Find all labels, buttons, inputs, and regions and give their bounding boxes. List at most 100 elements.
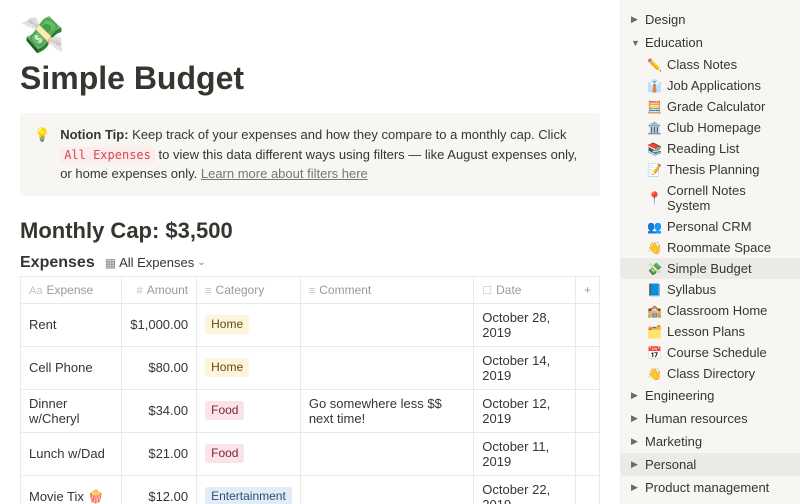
item-icon: 👔 — [647, 79, 661, 93]
learn-more-link[interactable]: Learn more about filters here — [201, 166, 368, 181]
sidebar-item-grade-calculator[interactable]: 🧮Grade Calculator — [621, 96, 800, 117]
table-row[interactable]: Rent$1,000.00Home October 28, 2019 — [21, 303, 600, 346]
item-label: Classroom Home — [667, 303, 767, 318]
cell-category[interactable]: Home — [197, 303, 301, 346]
sidebar-item-class-notes[interactable]: ✏️Class Notes — [621, 54, 800, 75]
item-icon: 👋 — [647, 241, 661, 255]
table-row[interactable]: Lunch w/Dad$21.00Food October 11, 2019 — [21, 432, 600, 475]
cell-date[interactable]: October 12, 2019 — [474, 389, 576, 432]
cell-comment[interactable] — [300, 475, 473, 504]
section-label: Education — [645, 35, 703, 50]
disclosure-triangle-icon — [631, 38, 639, 48]
cell-date[interactable]: October 11, 2019 — [474, 432, 576, 475]
cell-expense[interactable]: Movie Tix 🍿 — [21, 475, 122, 504]
item-icon: 📘 — [647, 283, 661, 297]
calendar-icon: ☐ — [482, 285, 492, 297]
sidebar-section-marketing[interactable]: Marketing — [621, 430, 800, 453]
disclosure-triangle-icon — [631, 14, 639, 25]
section-label: Human resources — [645, 411, 748, 426]
cell-comment[interactable] — [300, 432, 473, 475]
item-icon: 👥 — [647, 220, 661, 234]
table-row[interactable]: Dinner w/Cheryl$34.00FoodGo somewhere le… — [21, 389, 600, 432]
sidebar-item-simple-budget[interactable]: 💸Simple Budget — [621, 258, 800, 279]
cell-spacer — [575, 303, 599, 346]
text-icon: ≡ — [309, 285, 315, 297]
item-label: Thesis Planning — [667, 162, 760, 177]
sidebar-item-cornell-notes-system[interactable]: 📍Cornell Notes System — [621, 180, 800, 216]
chevron-down-icon: ⌄ — [197, 257, 205, 268]
item-label: Personal CRM — [667, 219, 752, 234]
col-amount[interactable]: #Amount — [122, 276, 197, 303]
sidebar-item-reading-list[interactable]: 📚Reading List — [621, 138, 800, 159]
sidebar-item-roommate-space[interactable]: 👋Roommate Space — [621, 237, 800, 258]
cell-amount[interactable]: $12.00 — [122, 475, 197, 504]
sidebar-item-personal-crm[interactable]: 👥 Personal CRM — [621, 216, 800, 237]
cell-amount[interactable]: $34.00 — [122, 389, 197, 432]
section-label: Engineering — [645, 388, 714, 403]
cell-expense[interactable]: Dinner w/Cheryl — [21, 389, 122, 432]
cell-expense[interactable]: Rent — [21, 303, 122, 346]
cell-date[interactable]: October 22, 2019 — [474, 475, 576, 504]
cell-amount[interactable]: $1,000.00 — [122, 303, 197, 346]
sidebar-section-engineering[interactable]: Engineering — [621, 384, 800, 407]
cell-date[interactable]: October 14, 2019 — [474, 346, 576, 389]
table-row[interactable]: Movie Tix 🍿$12.00Entertainment October 22… — [21, 475, 600, 504]
sidebar-item-club-homepage[interactable]: 🏛️Club Homepage — [621, 117, 800, 138]
cell-spacer — [575, 475, 599, 504]
col-category[interactable]: ≡Category — [197, 276, 301, 303]
sidebar-item-thesis-planning[interactable]: 📝Thesis Planning — [621, 159, 800, 180]
expenses-table: AaExpense #Amount ≡Category ≡Comment ☐Da… — [20, 276, 600, 504]
cell-comment[interactable] — [300, 346, 473, 389]
item-label: Job Applications — [667, 78, 761, 93]
number-icon: # — [137, 285, 143, 297]
add-column-button[interactable]: + — [575, 276, 599, 303]
page-title: Simple Budget — [20, 60, 600, 97]
cell-expense[interactable]: Lunch w/Dad — [21, 432, 122, 475]
cell-category[interactable]: Food — [197, 389, 301, 432]
sidebar-item-syllabus[interactable]: 📘Syllabus — [621, 279, 800, 300]
item-icon: 👋 — [647, 367, 661, 381]
cell-spacer — [575, 432, 599, 475]
sidebar-item-classroom-home[interactable]: 🏫Classroom Home — [621, 300, 800, 321]
cell-category[interactable]: Entertainment — [197, 475, 301, 504]
sidebar-item-course-schedule[interactable]: 📅Course Schedule — [621, 342, 800, 363]
sidebar-item-class-directory[interactable]: 👋Class Directory — [621, 363, 800, 384]
disclosure-triangle-icon — [631, 390, 639, 401]
item-label: Reading List — [667, 141, 739, 156]
sidebar-section-human-resources[interactable]: Human resources — [621, 407, 800, 430]
table-row[interactable]: Cell Phone$80.00Home October 14, 2019 — [21, 346, 600, 389]
sidebar-section-personal[interactable]: Personal — [621, 453, 800, 476]
section-label: Product management — [645, 480, 769, 495]
view-label: All Expenses — [119, 255, 194, 270]
view-switcher[interactable]: ▦ All Expenses ⌄ — [105, 255, 206, 270]
cell-expense[interactable]: Cell Phone — [21, 346, 122, 389]
item-icon: 🧮 — [647, 100, 661, 114]
cell-spacer — [575, 346, 599, 389]
callout-text: Notion Tip: Keep track of your expenses … — [60, 125, 586, 184]
sidebar: Design Education ✏️Class Notes 👔 Job Applica… — [620, 0, 800, 504]
col-date[interactable]: ☐Date — [474, 276, 576, 303]
section-label: Design — [645, 12, 685, 27]
cell-date[interactable]: October 28, 2019 — [474, 303, 576, 346]
cell-comment[interactable] — [300, 303, 473, 346]
item-label: Cornell Notes System — [667, 183, 792, 213]
col-comment[interactable]: ≡Comment — [300, 276, 473, 303]
col-expense[interactable]: AaExpense — [21, 276, 122, 303]
sidebar-section-design[interactable]: Design — [621, 8, 800, 31]
text-icon: Aa — [29, 285, 42, 297]
item-label: Club Homepage — [667, 120, 761, 135]
cell-category[interactable]: Food — [197, 432, 301, 475]
sidebar-section-education[interactable]: Education — [621, 31, 800, 54]
cell-amount[interactable]: $80.00 — [122, 346, 197, 389]
cell-category[interactable]: Home — [197, 346, 301, 389]
sidebar-item-job-applications[interactable]: 👔 Job Applications — [621, 75, 800, 96]
item-icon: ✏️ — [647, 58, 661, 72]
item-icon: 🗂️ — [647, 325, 661, 339]
sidebar-item-lesson-plans[interactable]: 🗂️Lesson Plans — [621, 321, 800, 342]
sidebar-section-sales[interactable]: Sales — [621, 499, 800, 504]
cell-amount[interactable]: $21.00 — [122, 432, 197, 475]
cell-comment[interactable]: Go somewhere less $$ next time! — [300, 389, 473, 432]
item-icon: 📅 — [647, 346, 661, 360]
sidebar-section-product-management[interactable]: Product management — [621, 476, 800, 499]
database-title: Expenses — [20, 254, 95, 272]
